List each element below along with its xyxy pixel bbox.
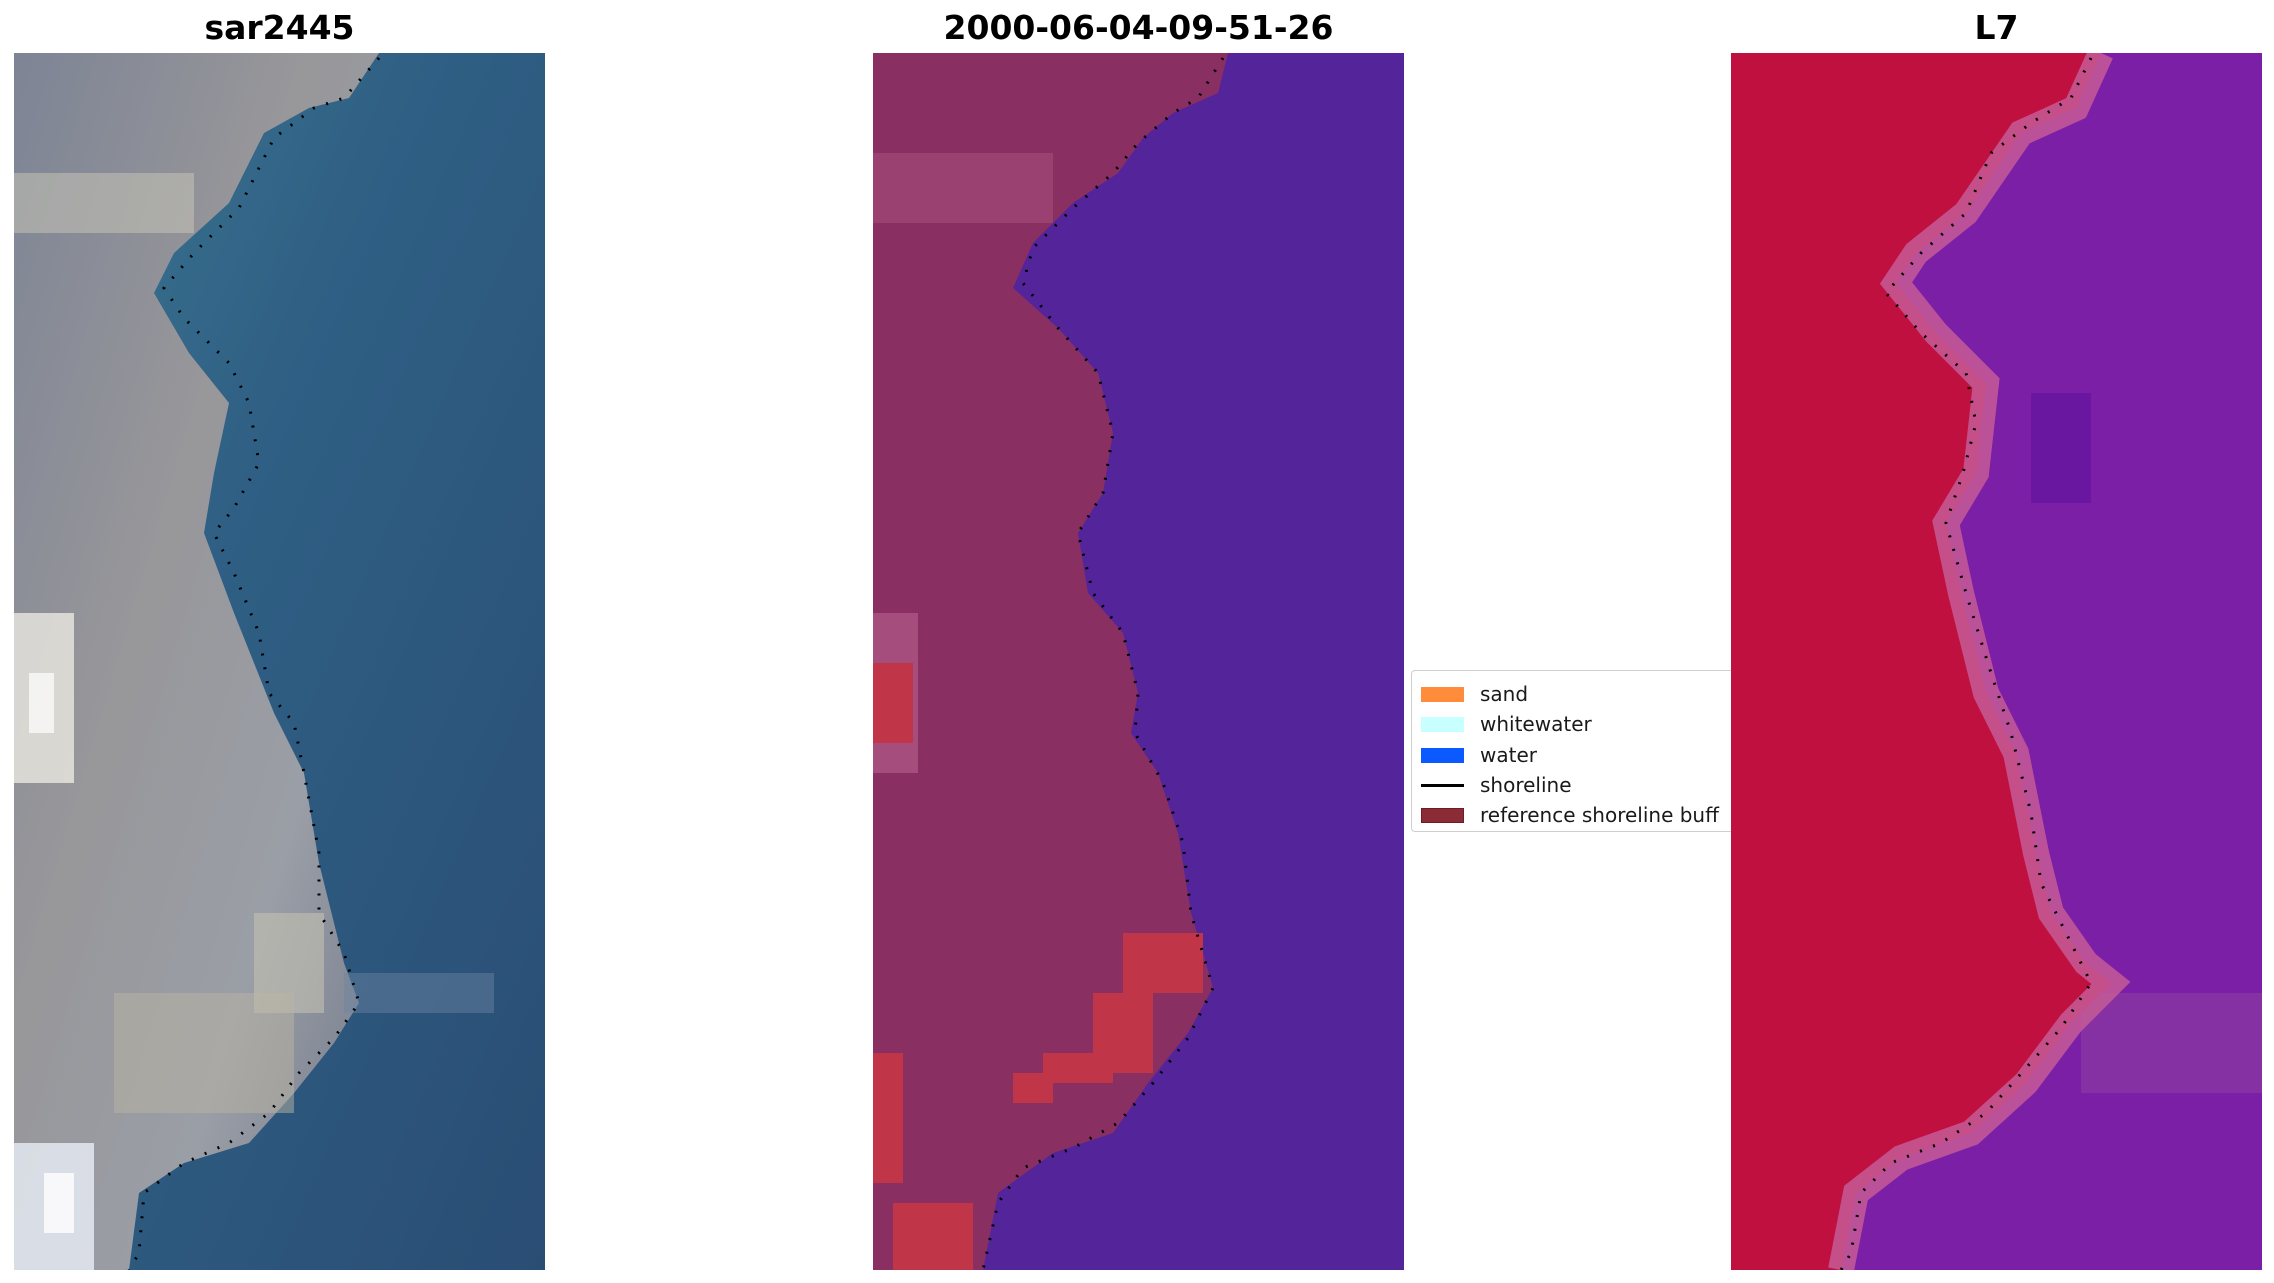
panel-title-sar: sar2445 [204, 8, 355, 47]
legend-item-water: water [1421, 742, 1537, 768]
legend: sand whitewater water shoreline referenc… [1411, 670, 1732, 832]
legend-swatch-water [1421, 747, 1464, 763]
legend-label: reference shoreline buff [1480, 803, 1719, 827]
legend-swatch-reference-buffer [1421, 807, 1464, 823]
legend-swatch-sand [1421, 686, 1464, 702]
legend-label: shoreline [1480, 773, 1572, 797]
legend-label: water [1480, 743, 1537, 767]
classification-panel [873, 53, 1404, 1270]
false-color-image [1731, 53, 2262, 1270]
panel-title-date: 2000-06-04-09-51-26 [943, 8, 1334, 47]
legend-label: whitewater [1480, 712, 1592, 736]
legend-line-shoreline [1421, 783, 1464, 787]
classified-image [873, 53, 1404, 1270]
legend-item-sand: sand [1421, 681, 1528, 707]
false-color-panel [1731, 53, 2262, 1270]
legend-item-reference-buffer: reference shoreline buff [1421, 802, 1719, 828]
legend-label: sand [1480, 682, 1529, 706]
shoreline-dotted [127, 57, 381, 1270]
legend-item-shoreline: shoreline [1421, 772, 1572, 798]
rgb-image-panel [14, 53, 545, 1270]
panel-title-l7: L7 [1974, 8, 2019, 47]
legend-item-whitewater: whitewater [1421, 711, 1592, 737]
rgb-satellite-image [14, 53, 545, 1270]
legend-swatch-whitewater [1421, 716, 1464, 732]
